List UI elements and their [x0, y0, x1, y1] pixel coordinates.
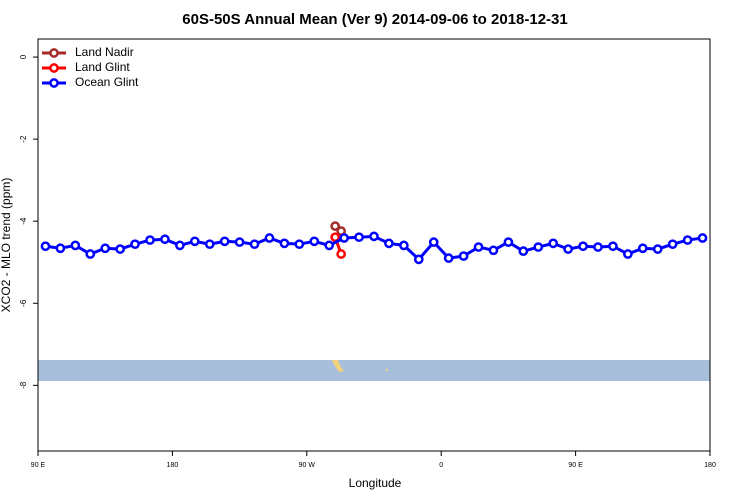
data-point	[608, 241, 618, 252]
y-tick-label: 0	[19, 54, 28, 59]
plot-frame	[37, 38, 711, 452]
data-point	[336, 249, 346, 259]
data-point	[115, 244, 125, 254]
legend-label: Ocean Glint	[75, 75, 139, 89]
data-point	[413, 254, 424, 265]
data-point	[294, 239, 305, 250]
data-point	[682, 235, 693, 245]
data-point	[533, 242, 544, 252]
map-strip	[38, 360, 710, 381]
legend-marker	[49, 78, 59, 88]
data-point	[652, 244, 663, 254]
data-point	[369, 231, 379, 242]
legend-marker	[49, 63, 59, 73]
x-tick-label: 180	[167, 462, 179, 469]
data-point	[249, 239, 260, 250]
y-axis-label: XCO2 - MLO trend (ppm)	[0, 178, 13, 313]
data-point	[309, 236, 320, 247]
data-point	[518, 246, 529, 257]
x-tick-label: 90 W	[299, 462, 316, 469]
data-point	[55, 243, 66, 254]
data-point	[85, 249, 96, 259]
data-point	[354, 232, 364, 243]
data-point	[145, 235, 155, 245]
x-tick-label: 90 E	[31, 462, 46, 469]
chart-title: 60S-50S Annual Mean (Ver 9) 2014-09-06 t…	[182, 11, 567, 28]
data-point	[189, 236, 200, 247]
data-point	[324, 240, 335, 251]
data-point	[204, 239, 215, 250]
data-point	[488, 245, 499, 256]
data-point	[219, 236, 230, 247]
data-point	[697, 233, 708, 243]
data-point	[548, 238, 559, 249]
data-point	[563, 244, 573, 254]
data-point	[279, 238, 290, 249]
x-tick-label: 90 E	[568, 462, 583, 469]
data-point	[264, 233, 275, 243]
data-point	[160, 234, 170, 245]
y-tick-label: -6	[19, 299, 28, 307]
data-point	[384, 238, 394, 249]
land-patch	[386, 369, 388, 371]
x-tick-label: 180	[704, 462, 716, 469]
data-point	[623, 249, 633, 259]
data-point	[70, 240, 81, 251]
legend-label: Land Glint	[75, 60, 130, 74]
data-point	[637, 243, 648, 254]
x-axis-label: Longitude	[349, 476, 402, 490]
data-point	[593, 242, 603, 252]
data-point	[130, 239, 140, 250]
data-point	[399, 240, 409, 251]
data-point	[40, 241, 51, 252]
data-point	[428, 237, 439, 247]
land-patch	[332, 360, 344, 372]
data-point	[330, 221, 341, 231]
data-point	[234, 237, 245, 247]
x-tick-label: 0	[439, 462, 443, 469]
data-point	[100, 243, 111, 254]
data-point	[667, 239, 678, 250]
data-point	[339, 233, 349, 243]
data-point	[175, 240, 185, 251]
legend-marker	[49, 48, 59, 58]
data-point	[578, 241, 588, 252]
data-point	[458, 251, 469, 261]
legend-label: Land Nadir	[75, 45, 134, 59]
data-point	[443, 253, 454, 263]
data-point	[503, 237, 514, 247]
y-tick-label: -2	[19, 135, 28, 143]
y-tick-label: -8	[19, 381, 28, 389]
data-point	[473, 242, 484, 252]
y-tick-label: -4	[19, 217, 28, 225]
